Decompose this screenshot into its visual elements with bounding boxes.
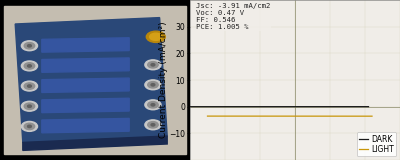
Ellipse shape [24, 63, 35, 69]
Ellipse shape [28, 85, 31, 87]
Ellipse shape [148, 122, 158, 128]
LIGHT [370, 115, 374, 117]
Ellipse shape [21, 81, 38, 91]
Y-axis label: Current Density (mA/cm²): Current Density (mA/cm²) [159, 22, 168, 138]
Ellipse shape [145, 100, 161, 110]
Ellipse shape [150, 33, 162, 40]
Ellipse shape [21, 41, 38, 51]
Ellipse shape [151, 84, 155, 86]
Text: Jsc: -3.91 mA/cm2
Voc: 0.47 V
FF: 0.546
PCE: 1.005 %: Jsc: -3.91 mA/cm2 Voc: 0.47 V FF: 0.546 … [196, 3, 271, 30]
Ellipse shape [24, 123, 35, 130]
Ellipse shape [21, 121, 38, 131]
Ellipse shape [24, 43, 35, 49]
Ellipse shape [148, 82, 158, 88]
Ellipse shape [151, 124, 155, 126]
Ellipse shape [21, 101, 38, 111]
Polygon shape [42, 38, 129, 52]
LIGHT [259, 115, 264, 117]
Ellipse shape [21, 61, 38, 71]
LIGHT [270, 115, 275, 117]
LIGHT [225, 115, 230, 117]
Ellipse shape [24, 83, 35, 89]
Ellipse shape [151, 64, 155, 66]
DARK [300, 106, 305, 108]
Ellipse shape [145, 80, 161, 90]
LIGHT [308, 115, 313, 117]
Polygon shape [42, 78, 129, 92]
Polygon shape [42, 58, 129, 72]
DARK [246, 106, 250, 108]
Ellipse shape [28, 44, 31, 47]
Ellipse shape [28, 125, 31, 128]
DARK [258, 106, 263, 108]
LIGHT [324, 115, 329, 117]
Ellipse shape [148, 62, 158, 68]
Ellipse shape [145, 60, 161, 70]
Ellipse shape [148, 102, 158, 108]
Polygon shape [15, 18, 167, 142]
Ellipse shape [146, 31, 165, 42]
DARK [317, 106, 322, 108]
Polygon shape [42, 98, 129, 113]
Ellipse shape [151, 104, 155, 106]
DARK [316, 106, 321, 108]
Ellipse shape [28, 65, 31, 67]
Ellipse shape [28, 105, 31, 108]
DARK [366, 106, 371, 108]
Polygon shape [42, 118, 129, 133]
DARK [188, 106, 192, 108]
Legend: DARK, LIGHT: DARK, LIGHT [357, 132, 396, 156]
LIGHT [205, 115, 210, 117]
LIGHT [325, 115, 330, 117]
Ellipse shape [24, 103, 35, 109]
Polygon shape [23, 136, 167, 150]
DARK [209, 106, 214, 108]
Ellipse shape [145, 120, 161, 130]
